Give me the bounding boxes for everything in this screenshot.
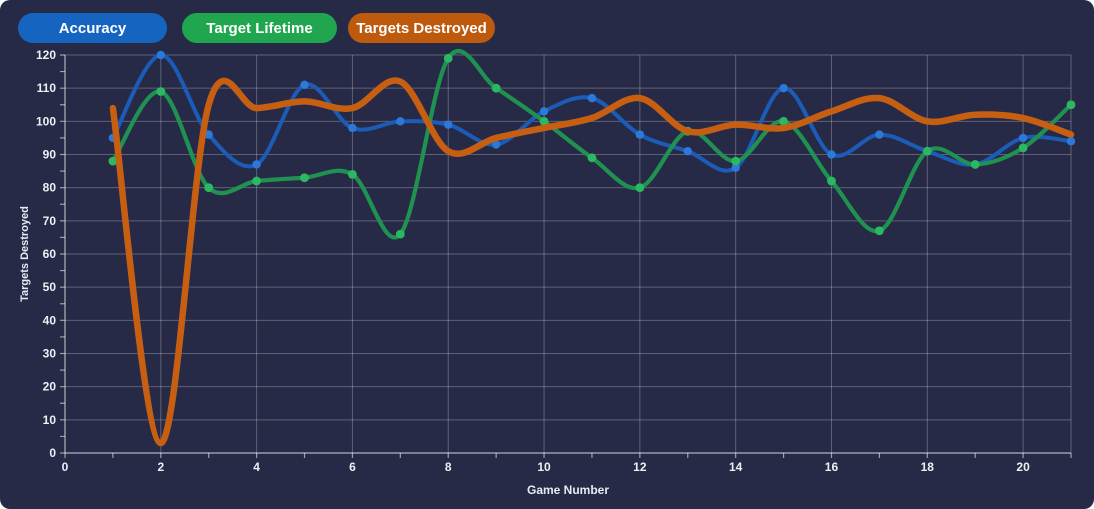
data-point [779, 116, 788, 126]
grid-lines [64, 54, 1072, 454]
svg-text:18: 18 [921, 460, 935, 474]
data-point [252, 160, 261, 169]
svg-text:2: 2 [157, 460, 164, 474]
data-point [396, 117, 405, 126]
data-point [875, 130, 884, 139]
svg-text:14: 14 [729, 460, 743, 474]
data-point [348, 170, 357, 179]
data-point [587, 93, 597, 103]
data-point [731, 156, 741, 166]
data-point [491, 140, 501, 149]
chart-legend: Accuracy Target Lifetime Targets Destroy… [0, 0, 1094, 50]
svg-text:70: 70 [43, 214, 57, 228]
svg-text:110: 110 [37, 81, 57, 95]
data-point [587, 153, 597, 163]
svg-text:8: 8 [445, 460, 452, 474]
data-point [204, 130, 213, 139]
y-axis-title: Targets Destroyed [19, 206, 31, 302]
legend-target-lifetime-button[interactable]: Target Lifetime [182, 13, 337, 43]
data-point [444, 120, 453, 129]
data-point [252, 176, 262, 186]
svg-text:20: 20 [43, 380, 57, 394]
series-targets-destroyed [109, 77, 1075, 447]
axes [60, 54, 1072, 458]
data-point [1066, 137, 1076, 146]
legend-accuracy-button[interactable]: Accuracy [18, 13, 167, 43]
series-target-lifetime [108, 49, 1076, 240]
svg-text:10: 10 [43, 413, 57, 427]
svg-text:80: 80 [43, 181, 57, 195]
data-point [491, 83, 501, 93]
data-point [395, 229, 405, 239]
svg-text:20: 20 [1016, 460, 1030, 474]
svg-text:0: 0 [49, 446, 56, 460]
x-tick-labels: 0 2 4 6 8 10 12 14 16 18 20 [62, 460, 1030, 474]
svg-text:90: 90 [43, 148, 57, 162]
svg-text:40: 40 [43, 313, 57, 327]
data-point [300, 173, 309, 183]
data-point [731, 163, 740, 172]
svg-text:4: 4 [253, 460, 260, 474]
svg-text:50: 50 [43, 280, 57, 294]
data-point [970, 160, 980, 169]
data-point [874, 226, 884, 236]
svg-text:30: 30 [43, 347, 57, 361]
svg-text:120: 120 [36, 48, 56, 62]
data-point [443, 53, 453, 63]
data-point [539, 116, 549, 126]
data-point [156, 50, 166, 60]
data-point [348, 123, 357, 133]
legend-targets-destroyed-button[interactable]: Targets Destroyed [348, 13, 495, 43]
data-point [1018, 133, 1028, 143]
data-point [635, 130, 645, 139]
y-tick-labels: 0 10 20 30 40 50 60 70 80 90 100 110 120 [36, 48, 56, 460]
svg-text:60: 60 [43, 247, 57, 261]
svg-text:12: 12 [633, 460, 647, 474]
data-point [204, 183, 214, 193]
svg-text:6: 6 [349, 460, 356, 474]
svg-text:16: 16 [825, 460, 839, 474]
data-point [539, 107, 549, 116]
svg-text:0: 0 [62, 460, 69, 474]
data-point [779, 83, 788, 93]
data-point [635, 183, 645, 193]
data-point [1066, 100, 1076, 110]
data-point [683, 146, 692, 156]
data-point [300, 80, 309, 90]
svg-text:10: 10 [537, 460, 551, 474]
data-point [108, 156, 118, 166]
svg-text:100: 100 [36, 114, 56, 128]
data-point [827, 176, 836, 186]
data-point [156, 87, 166, 96]
x-axis-title: Game Number [526, 483, 610, 497]
data-point [827, 150, 836, 159]
data-point [1018, 143, 1028, 153]
data-point [922, 146, 932, 156]
